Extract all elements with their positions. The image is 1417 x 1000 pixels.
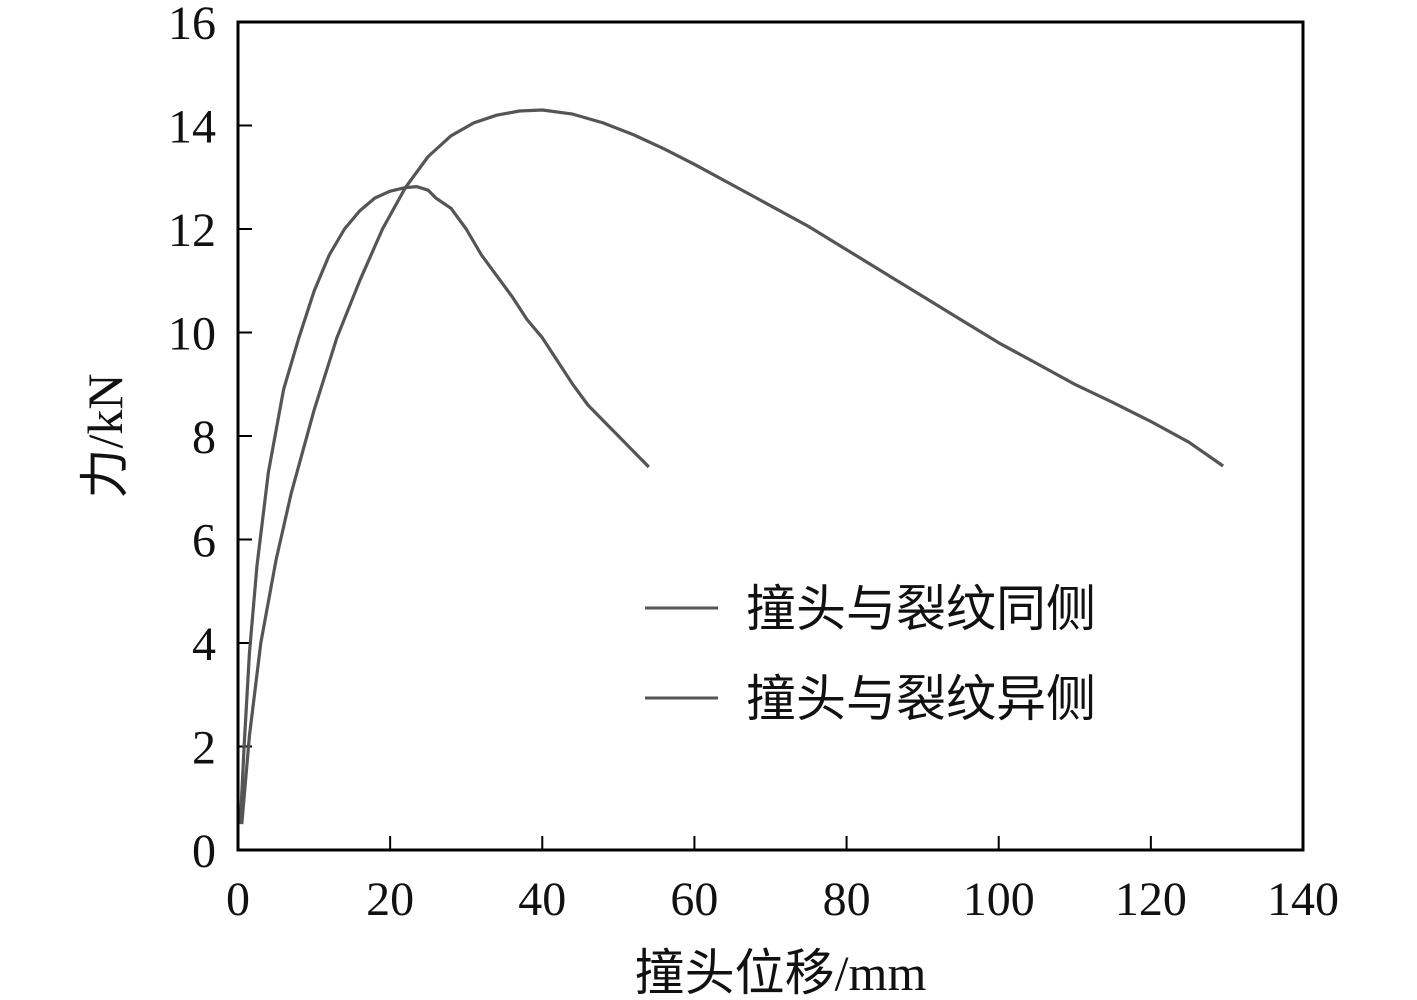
- x-axis-title: 撞头位移/mm: [635, 945, 927, 1000]
- series-line-same-side: [238, 185, 650, 825]
- legend-label-opposite-side: 撞头与裂纹异侧: [746, 671, 1096, 727]
- y-tick-label: 4: [192, 618, 216, 671]
- y-axis-title: 力/kN: [77, 374, 133, 499]
- tick-label-group: 0 20 40 60 80 100 120 140 0 2 4 6 8 10 12 14 16: [168, 0, 1339, 926]
- x-tick-label: 80: [823, 873, 871, 926]
- y-tick-label: 8: [192, 411, 216, 464]
- x-tick-label: 120: [1115, 873, 1187, 926]
- y-tick-label: 2: [192, 722, 216, 775]
- x-tick-label: 100: [963, 873, 1035, 926]
- y-tick-label: 10: [168, 308, 216, 361]
- x-tick-label: 0: [226, 873, 250, 926]
- y-tick-label: 16: [168, 0, 216, 50]
- x-tick-label: 60: [670, 873, 718, 926]
- series-group: [238, 108, 1225, 825]
- x-tick-label: 20: [366, 873, 414, 926]
- y-tick-label: 0: [192, 825, 216, 878]
- legend: 撞头与裂纹同侧 撞头与裂纹异侧: [645, 581, 1096, 727]
- x-tick-label: 140: [1267, 873, 1339, 926]
- legend-label-same-side: 撞头与裂纹同侧: [746, 581, 1096, 637]
- y-tick-label: 6: [192, 515, 216, 568]
- x-tick-label: 40: [518, 873, 566, 926]
- y-tick-label: 12: [168, 204, 216, 257]
- y-tick-label: 14: [168, 101, 216, 154]
- plot-frame: [236, 20, 1305, 852]
- series-line-opposite-side: [240, 108, 1225, 825]
